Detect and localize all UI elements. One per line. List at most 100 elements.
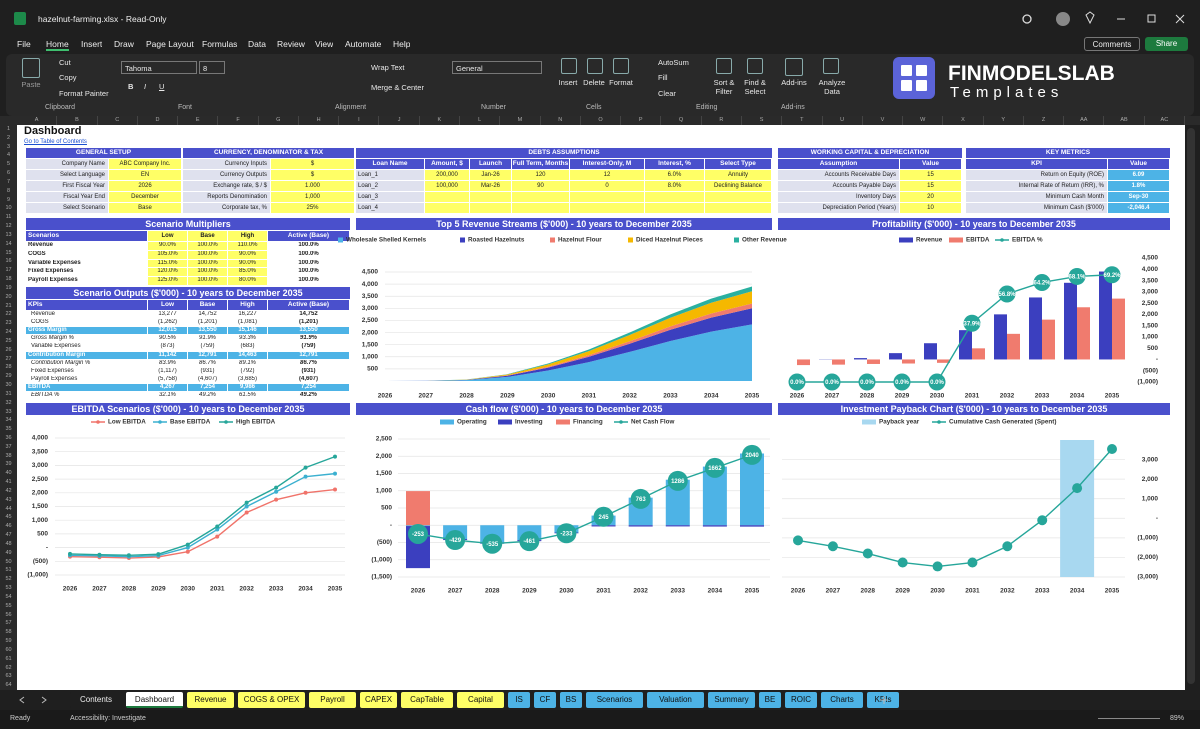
menu-item[interactable]: Formulas [202,39,238,49]
sheet-tab[interactable]: COGS & OPEX [238,692,305,708]
menu-item[interactable]: Draw [114,39,134,49]
share-button[interactable]: Share [1145,37,1188,51]
row-header: 61 [5,655,12,662]
sheet-tab[interactable]: Payroll [309,692,356,708]
y-tick-label: 1,500 [32,503,49,510]
sheet-tab[interactable]: Scenarios [586,692,643,708]
sheet-tab[interactable]: ROIC [785,692,817,708]
ribbon-button[interactable]: Copy [59,73,77,82]
legend-label: Diced Hazelnut Pieces [636,237,703,244]
cell: 12,791 [188,351,227,359]
column-header: AC [1145,116,1185,125]
ribbon-button[interactable]: Paste [21,80,41,89]
ribbon-button[interactable]: General [452,61,542,74]
ribbon-button[interactable]: 8 [199,61,225,74]
ribbon-button[interactable]: I [144,82,147,91]
ribbon-button[interactable]: Add-ins [781,78,807,87]
sheet-tab[interactable]: Capital [457,692,504,708]
header-cell: KPIs [26,300,147,310]
menu-item[interactable]: Data [248,39,266,49]
sheet-tab[interactable]: Contents [70,692,122,708]
cell: 12 [570,170,644,180]
legend-swatch [556,419,570,425]
sheet-tab[interactable]: BE [759,692,781,708]
tab-scroll[interactable] [19,696,47,704]
cell: 100.0% [188,268,227,277]
cell: 15,146 [228,327,267,335]
add-sheet[interactable] [880,696,888,704]
label-cell: Fiscal Year End [26,192,108,202]
menu-item[interactable]: Page Layout [146,39,194,49]
row-header: 33 [5,408,12,415]
column-header: AA [1064,116,1105,125]
marker [897,557,908,568]
legend-swatch [734,237,739,243]
sheet-tab[interactable]: BS [560,692,582,708]
ribbon-button[interactable]: Format Painter [59,89,109,98]
cell: Accounts Payable Days [778,181,899,191]
y-tick-label: 1,000 [376,487,393,494]
column-header: Q [661,116,702,125]
menu-item[interactable]: File [17,39,31,49]
ribbon-button[interactable]: Sort & Filter [713,78,735,96]
sheet-tab[interactable]: IS [508,692,530,708]
data-label: 0.0% [930,380,944,386]
menu-item[interactable]: Help [393,39,411,49]
marker [185,545,190,550]
ribbon-button[interactable]: Fill [658,73,668,82]
row-header: 25 [5,337,12,344]
status-accessibility[interactable]: Accessibility: Investigate [70,715,146,722]
restore[interactable] [1147,14,1156,23]
y-tick-label: (1,000) [27,572,48,579]
ribbon-button[interactable]: U [159,82,165,91]
toc-link[interactable]: Go to Table of Contents [24,139,87,145]
row-header: 31 [5,390,12,397]
ribbon-button[interactable]: Cut [59,58,71,67]
premium-icon[interactable] [1085,11,1095,25]
ribbon-button[interactable]: Clear [658,89,676,98]
ribbon-icon [823,58,839,74]
ribbon-button[interactable]: Wrap Text [371,63,405,72]
sheet-tab[interactable]: Revenue [187,692,234,708]
marker [998,285,1016,303]
cell [425,203,469,213]
avatar[interactable] [1056,12,1070,26]
marker [482,533,503,554]
sheet-tab[interactable]: CF [534,692,556,708]
cell: Annuity [705,170,771,180]
sheet-tab[interactable]: Charts [821,692,863,708]
menu-item[interactable]: Automate [345,39,382,49]
ribbon-button[interactable]: Find & Select [744,78,766,96]
menu-item[interactable]: Home [46,39,69,51]
comments-button[interactable]: Comments [1084,37,1140,51]
ribbon-button[interactable]: Insert [558,78,578,87]
cell: 14,463 [228,351,267,359]
sheet-tab[interactable]: Dashboard [126,692,183,708]
column-header: T [782,116,823,125]
sheet-tab[interactable]: CapTable [401,692,453,708]
label-cell: Select Language [26,170,108,180]
ribbon-button[interactable]: B [128,82,134,91]
ribbon-button[interactable]: Merge & Center [371,83,424,92]
x-tick-label: 2028 [122,586,137,593]
menu-item[interactable]: View [315,39,334,49]
search-icon[interactable] [1022,14,1032,24]
scrollbar[interactable] [1187,128,1195,684]
sheet-tab[interactable]: CAPEX [360,692,397,708]
cell: 120 [512,170,569,180]
ribbon-button[interactable]: Delete [583,78,605,87]
ribbon-button[interactable]: Format [609,78,633,87]
sheet-tab[interactable]: Valuation [647,692,704,708]
y-tick-label: 3,000 [362,305,379,312]
close[interactable] [1175,14,1185,24]
ribbon-button[interactable]: Analyze Data [818,78,846,96]
ribbon-button[interactable]: AutoSum [658,58,689,67]
marker [244,500,249,505]
sheet-tab[interactable]: Summary [708,692,755,708]
ribbon-button[interactable]: Tahoma [121,61,197,74]
logo-tile [901,80,912,91]
menu-item[interactable]: Insert [81,39,103,49]
menu-item[interactable]: Review [277,39,305,49]
logo-tile [901,65,912,76]
column-header: R [702,116,742,125]
